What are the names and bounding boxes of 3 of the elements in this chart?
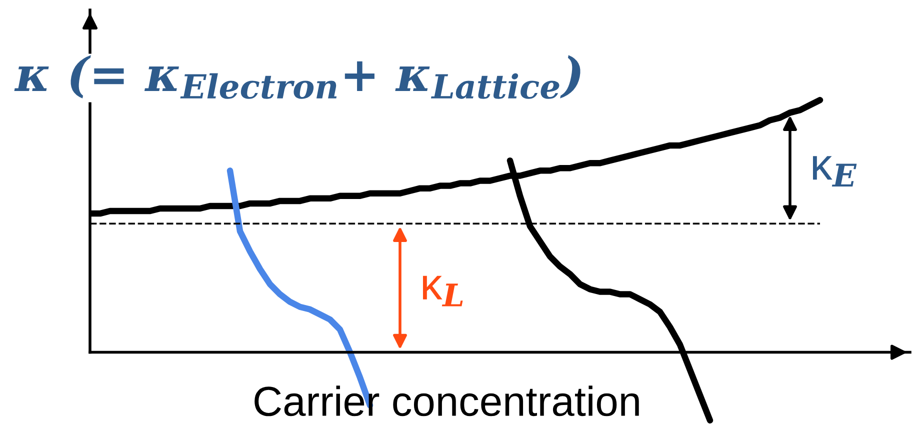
chart-title: κ (= κ$_{Electron}$+ κ$_{Lattice}$) [14,55,580,99]
annotation: κ$_{L}$ [422,276,463,306]
annotation: κ$_{E}$ [812,156,857,186]
